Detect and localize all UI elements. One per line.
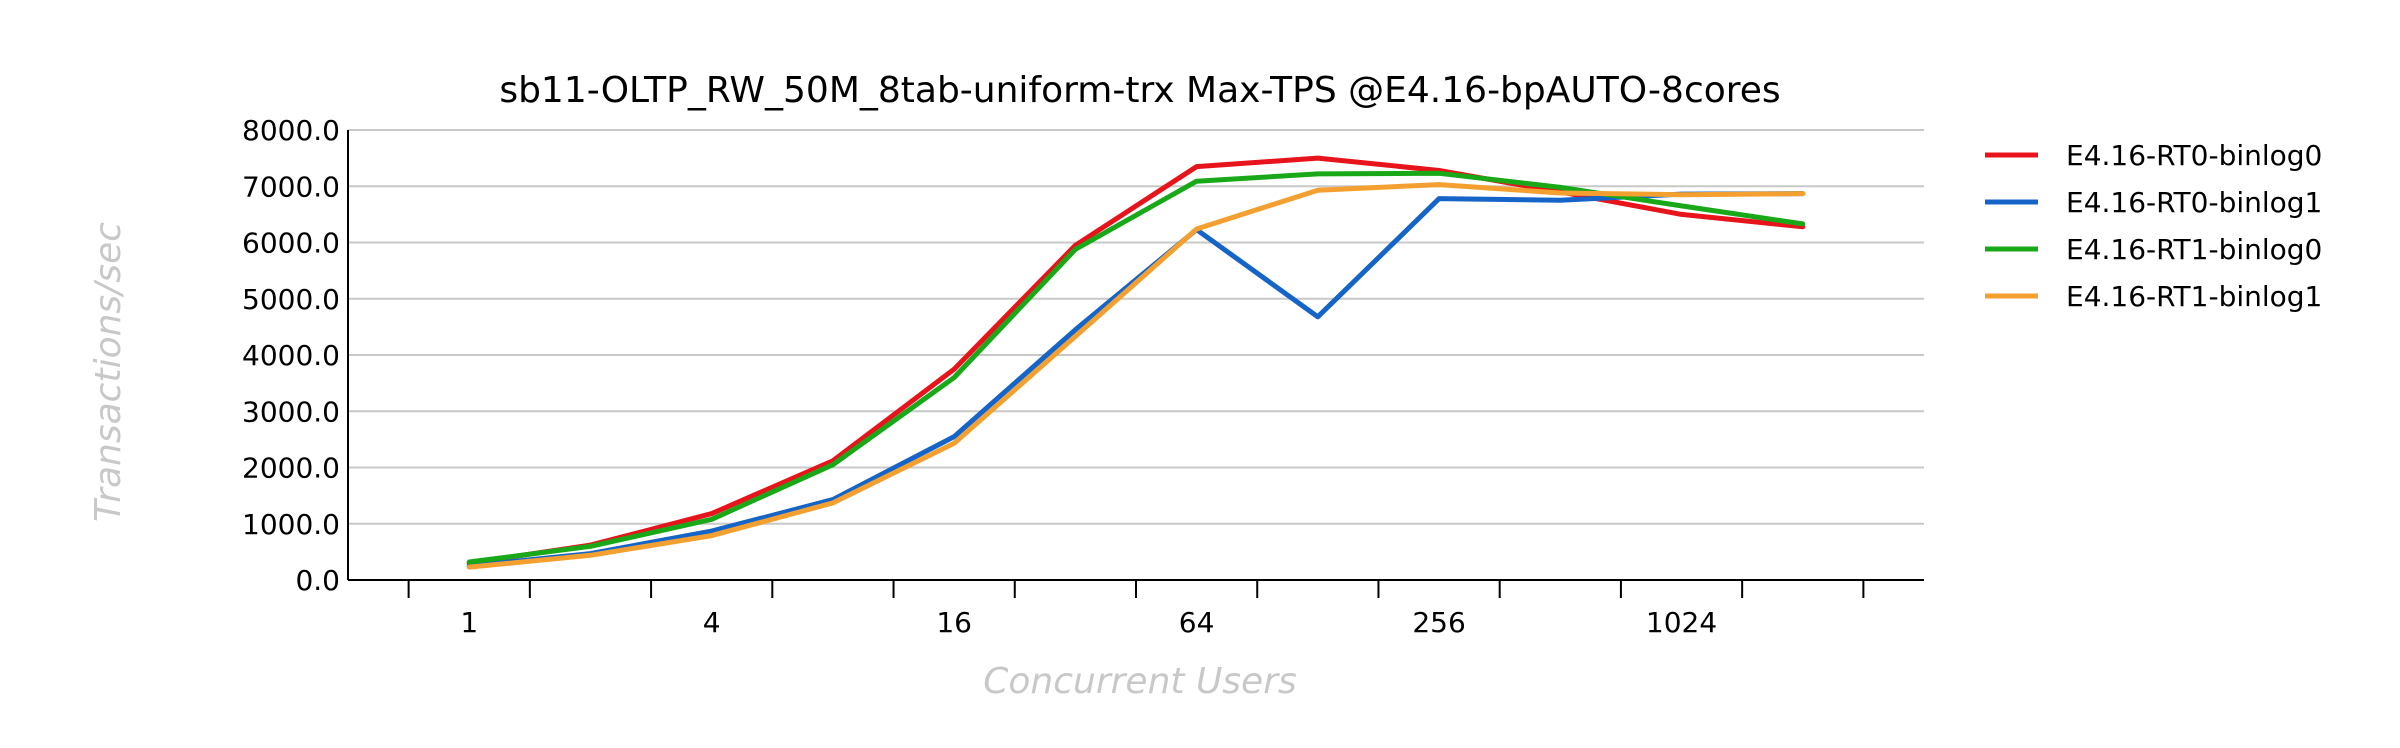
x-tick-label: 1	[460, 606, 478, 639]
series-line-e4.16-rt1-binlog0	[466, 170, 1806, 565]
y-tick-label: 7000.0	[242, 170, 340, 203]
legend: E4.16-RT0-binlog0 E4.16-RT0-binlog1 E4.16-…	[1985, 139, 2322, 313]
y-tick-labels: 0.0 1000.0 2000.0 3000.0 4000.0 5000.0 6000.0 7…	[242, 114, 340, 597]
y-tick-label: 2000.0	[242, 452, 340, 485]
series-lines	[466, 155, 1806, 570]
y-tick-label: 0.0	[295, 564, 340, 597]
x-tick-label: 4	[703, 606, 721, 639]
y-tick-label: 8000.0	[242, 114, 340, 147]
y-tick-label: 5000.0	[242, 283, 340, 316]
legend-entry: E4.16-RT1-binlog0	[2066, 233, 2322, 266]
y-tick-label: 3000.0	[242, 395, 340, 428]
x-tick-label: 1024	[1646, 606, 1717, 639]
grid-lines	[348, 129, 1924, 525]
chart-title: sb11-OLTP_RW_50M_8tab-uniform-trx Max-TP…	[499, 70, 1780, 111]
x-tick-label: 256	[1412, 606, 1465, 639]
series-line-e4.16-rt0-binlog1	[466, 191, 1806, 569]
legend-entry: E4.16-RT0-binlog1	[2066, 186, 2322, 219]
series-line-e4.16-rt1-binlog1	[466, 182, 1806, 570]
y-tick-label: 1000.0	[242, 508, 340, 541]
x-tick-label: 64	[1179, 606, 1215, 639]
y-tick-label: 4000.0	[242, 339, 340, 372]
legend-entry: E4.16-RT0-binlog0	[2066, 139, 2322, 172]
axes	[347, 130, 1924, 598]
series-line-e4.16-rt0-binlog0	[466, 155, 1806, 566]
y-axis-label: Transactions/sec	[88, 222, 129, 522]
x-tick-label: 16	[936, 606, 972, 639]
y-tick-label: 6000.0	[242, 227, 340, 260]
x-tick-labels: 1 4 16 64 256 1024	[460, 606, 1717, 639]
x-axis-label: Concurrent Users	[983, 661, 1297, 702]
legend-entry: E4.16-RT1-binlog1	[2066, 280, 2322, 313]
